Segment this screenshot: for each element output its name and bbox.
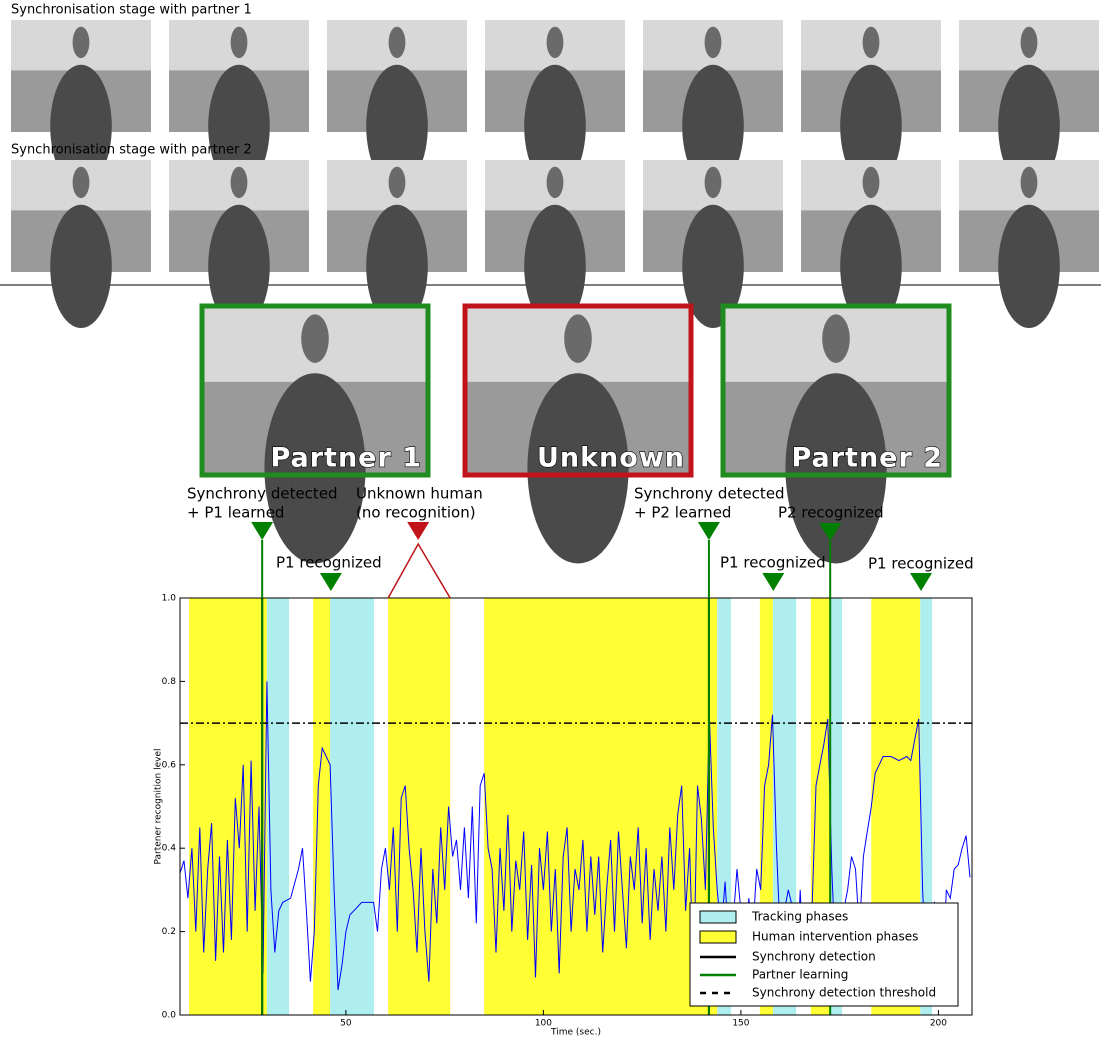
annotation-text: P2 recognized <box>778 504 884 522</box>
person-body <box>524 64 586 188</box>
phase-span <box>266 598 290 1015</box>
person-body <box>208 204 270 328</box>
phase-span <box>313 598 331 1015</box>
legend-label: Human intervention phases <box>752 930 918 944</box>
person-head <box>822 314 850 363</box>
person-head <box>546 26 564 59</box>
annotation-text: + P1 learned <box>187 504 284 522</box>
legend-label: Synchrony detection threshold <box>752 986 936 1000</box>
row-title: Synchronisation stage with partner 1 <box>11 3 252 18</box>
annotation-text: P1 recognized <box>276 554 382 572</box>
annotation-marker <box>762 573 785 591</box>
person-body <box>208 64 270 188</box>
legend-swatch <box>699 910 737 924</box>
portrait-label: Partner 1 <box>270 443 422 474</box>
person-head <box>564 314 592 363</box>
x-tick-label: 200 <box>930 1019 947 1029</box>
plot-frame <box>179 597 973 1016</box>
legend-swatch <box>699 930 737 944</box>
annotation-marker <box>251 522 274 540</box>
recognition-line <box>180 681 971 995</box>
phase-span <box>920 598 933 1015</box>
annotation-marker <box>819 523 842 541</box>
person-body <box>264 373 366 564</box>
person-body <box>366 64 428 188</box>
person-head <box>388 26 406 59</box>
person-body <box>998 64 1060 188</box>
annotation-text: P1 recognized <box>720 554 826 572</box>
annotation-text: Synchrony detected <box>634 485 785 503</box>
person-head <box>72 166 90 199</box>
phase-span <box>830 598 843 1015</box>
person-body <box>366 204 428 328</box>
portrait-label: Partner 2 <box>791 443 943 474</box>
person-body <box>527 373 629 564</box>
y-tick-label: 0.2 <box>162 927 176 937</box>
person-head <box>230 166 248 199</box>
portrait-frame <box>462 303 694 478</box>
legend-label: Tracking phases <box>751 910 848 924</box>
portrait-label: Unknown <box>537 443 685 474</box>
y-tick-label: 0.0 <box>162 1011 177 1021</box>
annotation-marker <box>319 573 342 591</box>
y-tick-label: 0.8 <box>162 677 177 687</box>
person-head <box>388 166 406 199</box>
annotation-text: (no recognition) <box>356 504 476 522</box>
person-head <box>546 166 564 199</box>
person-head <box>1020 166 1038 199</box>
person-body <box>50 64 112 188</box>
y-tick-label: 0.4 <box>162 844 177 854</box>
portrait-frame <box>720 303 952 478</box>
x-tick-label: 100 <box>535 1019 552 1029</box>
annotation-marker <box>697 522 720 540</box>
person-head <box>862 26 880 59</box>
person-body <box>998 204 1060 328</box>
x-tick-label: 50 <box>340 1019 352 1029</box>
person-body <box>840 64 902 188</box>
phase-span <box>388 598 451 1015</box>
person-head <box>862 166 880 199</box>
person-head <box>704 166 722 199</box>
person-body <box>682 204 744 328</box>
person-head <box>230 26 248 59</box>
person-head <box>301 314 329 363</box>
x-tick-label: 150 <box>732 1019 749 1029</box>
portrait-frame <box>199 303 431 478</box>
phase-span <box>330 598 374 1015</box>
person-body <box>682 64 744 188</box>
y-tick-label: 1.0 <box>162 594 177 604</box>
person-head <box>704 26 722 59</box>
person-head <box>1020 26 1038 59</box>
person-body <box>524 204 586 328</box>
legend-label: Synchrony detection <box>752 950 876 964</box>
annotation-text: Unknown human <box>356 485 483 503</box>
y-axis-label: Partener recognition level <box>154 748 164 864</box>
person-body <box>840 204 902 328</box>
annotation-text: P1 recognized <box>868 555 974 573</box>
annotation-marker <box>910 573 933 591</box>
legend-label: Partner learning <box>752 968 848 982</box>
legend: Tracking phases Human intervention phases… <box>689 902 959 1007</box>
annotation-marker <box>407 522 430 540</box>
row-title: Synchronisation stage with partner 2 <box>11 143 252 158</box>
annotation-text: + P2 learned <box>634 504 731 522</box>
annotation-span <box>387 542 451 599</box>
x-axis-label: Time (sec.) <box>550 1028 601 1037</box>
person-head <box>72 26 90 59</box>
annotation-text: Synchrony detected <box>187 485 338 503</box>
y-tick-label: 0.6 <box>162 760 177 770</box>
person-body <box>785 373 887 564</box>
person-body <box>50 204 112 328</box>
phase-span <box>189 598 267 1015</box>
